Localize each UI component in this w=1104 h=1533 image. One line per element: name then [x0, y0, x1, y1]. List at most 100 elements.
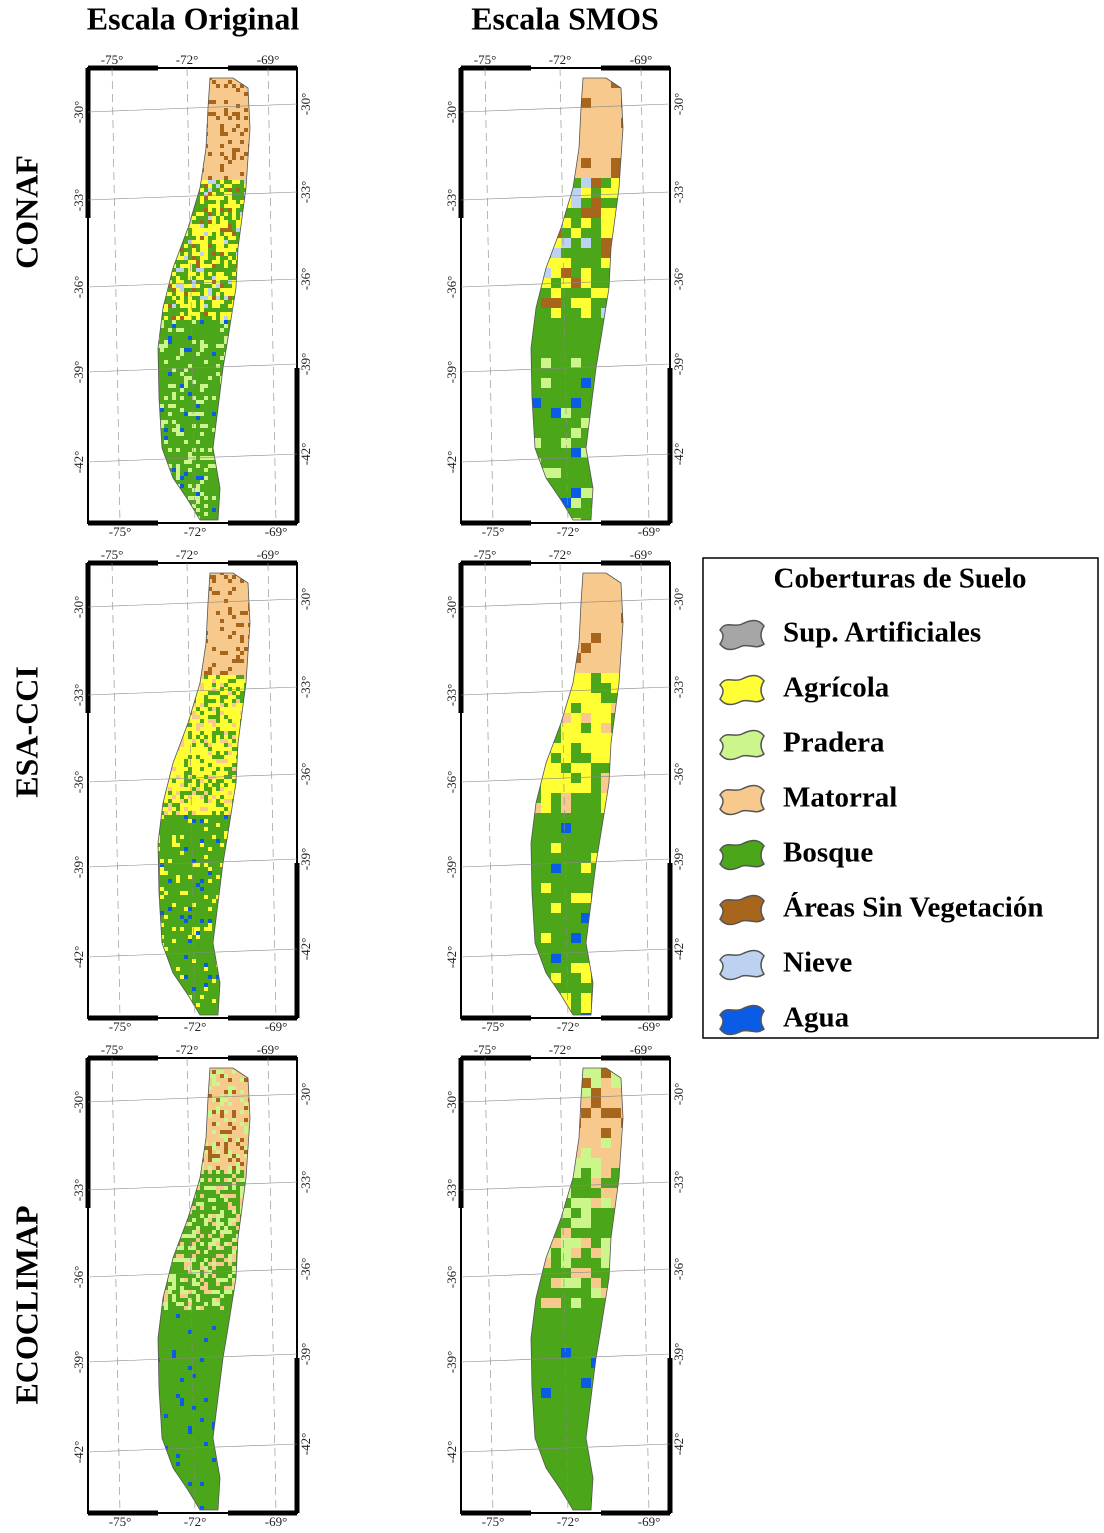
land-cell — [200, 328, 204, 332]
land-cell — [176, 412, 180, 416]
land-cell — [220, 112, 224, 116]
land-cell — [196, 711, 200, 715]
land-cell — [551, 298, 561, 308]
land-cell — [228, 256, 232, 260]
land-cell — [192, 228, 196, 232]
land-cell — [220, 300, 224, 304]
land-cell — [172, 392, 176, 396]
land-cell — [180, 340, 184, 344]
land-cell — [236, 188, 240, 192]
land-cell — [188, 444, 192, 448]
land-cell — [571, 308, 581, 318]
land-cell — [232, 188, 236, 192]
land-cell — [184, 364, 188, 368]
land-cell — [168, 384, 172, 388]
land-cell — [200, 440, 204, 444]
land-cell — [581, 228, 591, 238]
land-cell — [232, 192, 236, 196]
land-cell — [208, 372, 212, 376]
land-cell — [224, 308, 228, 312]
land-cell — [208, 196, 212, 200]
land-cell — [541, 458, 551, 468]
land-cell — [212, 404, 216, 408]
land-cell — [204, 340, 208, 344]
land-cell — [220, 583, 224, 587]
land-cell — [160, 356, 164, 360]
land-cell — [160, 396, 164, 400]
land-cell — [244, 116, 248, 120]
land-cell — [236, 148, 240, 152]
land-cell — [232, 579, 236, 583]
land-cell — [208, 212, 212, 216]
land-cell — [212, 615, 216, 619]
land-cell — [192, 420, 196, 424]
land-cell — [172, 276, 176, 280]
land-cell — [232, 595, 236, 599]
land-cell — [212, 180, 216, 184]
land-cell — [176, 312, 180, 316]
land-cell — [184, 360, 188, 364]
land-cell — [224, 164, 228, 168]
land-cell — [220, 647, 224, 651]
land-cell — [571, 358, 581, 368]
land-cell — [232, 603, 236, 607]
land-cell — [224, 631, 228, 635]
land-cell — [591, 88, 601, 98]
land-cell — [591, 318, 601, 328]
land-cell — [180, 444, 184, 448]
land-cell — [216, 388, 220, 392]
land-cell — [212, 196, 216, 200]
land-cell — [208, 711, 212, 715]
land-cell — [196, 723, 200, 727]
land-cell — [184, 460, 188, 464]
land-cell — [212, 372, 216, 376]
land-cell — [212, 396, 216, 400]
land-cell — [236, 164, 240, 168]
land-cell — [216, 236, 220, 240]
land-cell — [240, 152, 244, 156]
land-cell — [236, 715, 240, 719]
land-cell — [216, 324, 220, 328]
land-cell — [200, 208, 204, 212]
land-cell — [176, 332, 180, 336]
land-cell — [212, 667, 216, 671]
land-cell — [180, 260, 184, 264]
lon-tick-label: -72° — [184, 524, 207, 539]
land-cell — [220, 216, 224, 220]
land-cell — [208, 220, 212, 224]
land-cell — [601, 108, 611, 118]
land-cell — [168, 324, 172, 328]
land-cell — [581, 368, 591, 378]
land-cell — [176, 448, 180, 452]
land-cell — [216, 320, 220, 324]
land-cell — [240, 611, 244, 615]
land-cell — [200, 392, 204, 396]
land-cell — [228, 116, 232, 120]
land-cell — [232, 280, 236, 284]
land-cell — [208, 144, 212, 148]
land-cell — [196, 332, 200, 336]
land-cell — [240, 595, 244, 599]
land-cell — [240, 140, 244, 144]
land-cell — [180, 268, 184, 272]
land-cell — [208, 508, 212, 512]
land-cell — [244, 96, 248, 100]
land-cell — [188, 360, 192, 364]
land-cell — [551, 258, 561, 268]
land-cell — [240, 132, 244, 136]
land-cell — [216, 184, 220, 188]
land-cell — [220, 188, 224, 192]
land-cell — [196, 288, 200, 292]
land-cell — [208, 436, 212, 440]
land-cell — [176, 328, 180, 332]
land-cell — [561, 448, 571, 458]
land-cell — [216, 232, 220, 236]
land-cell — [172, 284, 176, 288]
land-cell — [172, 356, 176, 360]
land-cell — [208, 420, 212, 424]
land-cell — [192, 248, 196, 252]
land-cell — [224, 651, 228, 655]
lat-tick-label: -42° — [444, 451, 459, 474]
land-cell — [180, 460, 184, 464]
land-cell — [200, 220, 204, 224]
